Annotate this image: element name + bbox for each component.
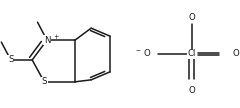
Text: O: O bbox=[188, 13, 195, 22]
Text: +: + bbox=[53, 34, 59, 40]
Text: O: O bbox=[233, 49, 239, 59]
Text: O: O bbox=[144, 49, 151, 59]
Text: S: S bbox=[42, 77, 47, 86]
Text: S: S bbox=[8, 56, 13, 64]
Text: −: − bbox=[135, 47, 140, 52]
Text: Cl: Cl bbox=[187, 49, 196, 59]
Text: N: N bbox=[44, 36, 50, 45]
Text: O: O bbox=[188, 86, 195, 95]
